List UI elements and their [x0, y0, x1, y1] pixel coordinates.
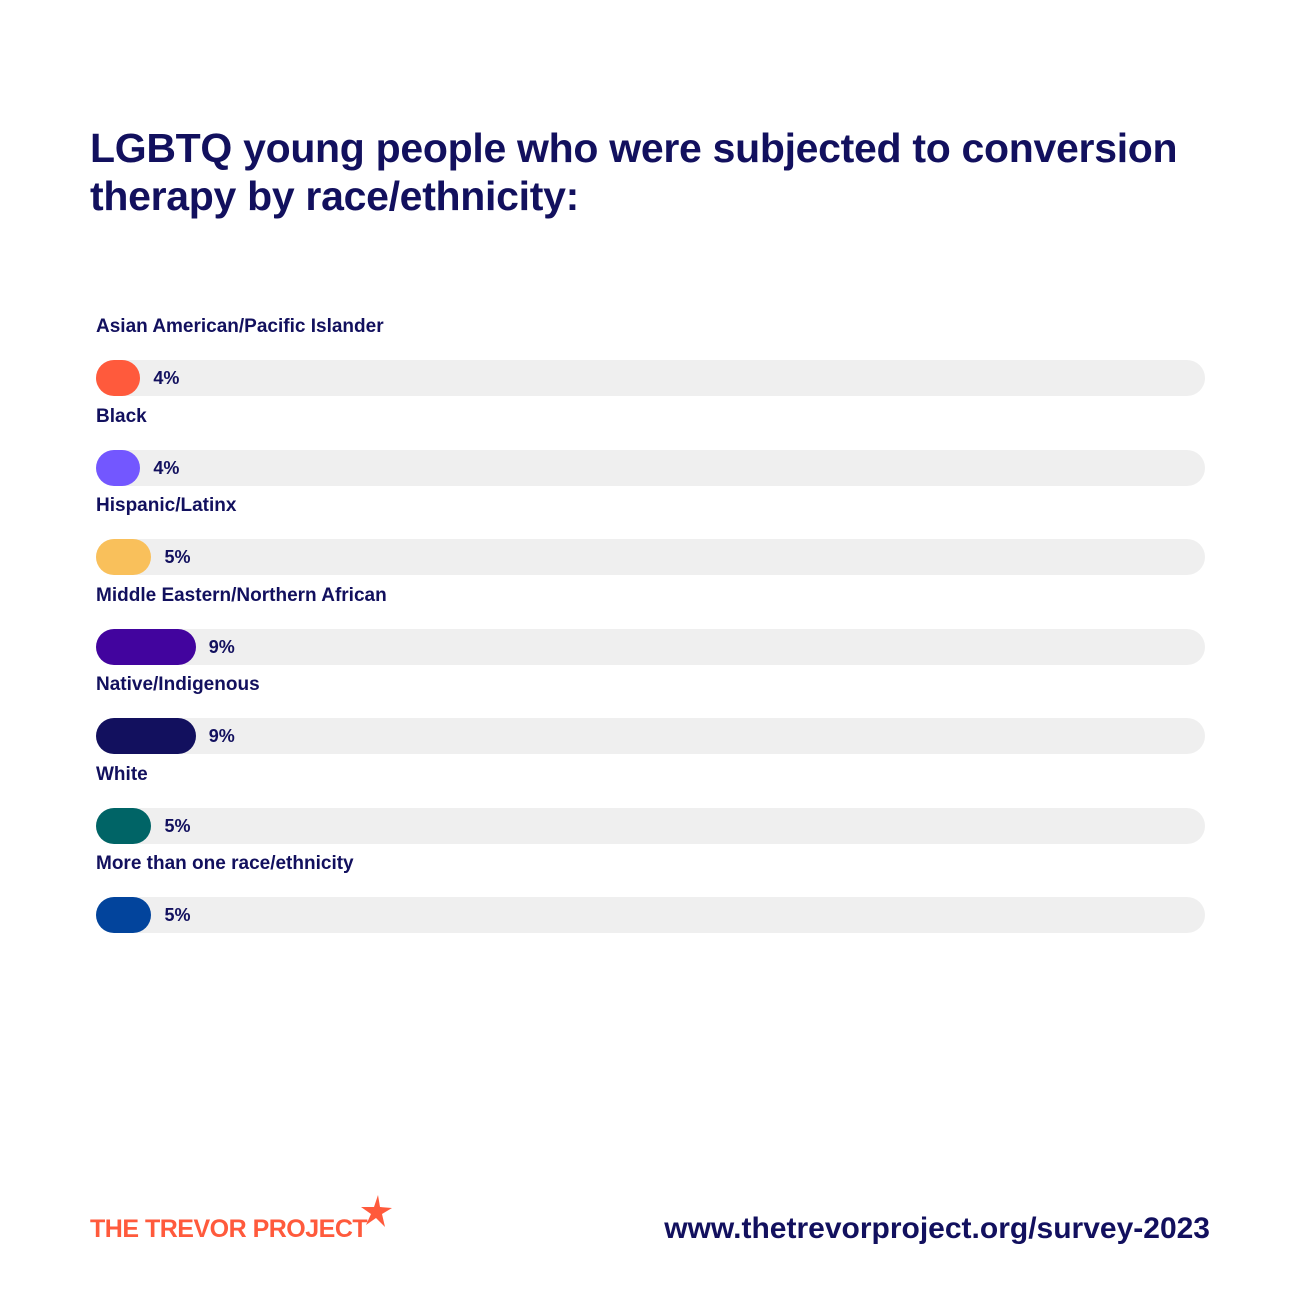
category-label: Asian American/Pacific Islander	[96, 316, 384, 337]
bar	[96, 360, 141, 396]
bar	[96, 539, 152, 575]
value-label: 4%	[153, 368, 180, 388]
bar-track: 9%	[96, 628, 1205, 665]
logo-wordmark: THE TREVOR PROJECT	[90, 1215, 368, 1243]
category-label: Black	[96, 405, 147, 427]
value-label: 9%	[208, 636, 235, 657]
bar-track: 4%	[96, 360, 1205, 396]
category-label: White	[96, 763, 148, 785]
category-label: Middle Eastern/Northern African	[96, 584, 387, 606]
category-label: Hispanic/Latinx	[96, 495, 237, 516]
value-label: 5%	[164, 547, 191, 567]
value-label: 9%	[208, 726, 235, 746]
bar-track: 5%	[96, 539, 1205, 575]
bar	[96, 897, 152, 933]
trevor-project-logo[interactable]: THE TREVOR PROJECT	[90, 1195, 400, 1245]
bar-track: 5%	[96, 807, 1205, 844]
category-label: Native/Indigenous	[96, 674, 260, 695]
bar-track: 9%	[96, 718, 1205, 754]
survey-url[interactable]: www.thetrevorproject.org/survey-2023	[664, 1212, 1210, 1245]
star-icon	[361, 1195, 392, 1227]
bar	[96, 718, 196, 754]
value-label: 5%	[164, 905, 191, 925]
bar	[96, 449, 141, 486]
bar-track: 4%	[96, 449, 1205, 486]
value-label: 5%	[164, 815, 191, 836]
chart-title: LGBTQ young people who were subjected to…	[90, 125, 1178, 219]
value-label: 4%	[153, 457, 180, 478]
bar-track: 5%	[96, 897, 1205, 933]
category-label: More than one race/ethnicity	[96, 853, 354, 874]
bar	[96, 807, 152, 844]
bar	[96, 628, 196, 665]
